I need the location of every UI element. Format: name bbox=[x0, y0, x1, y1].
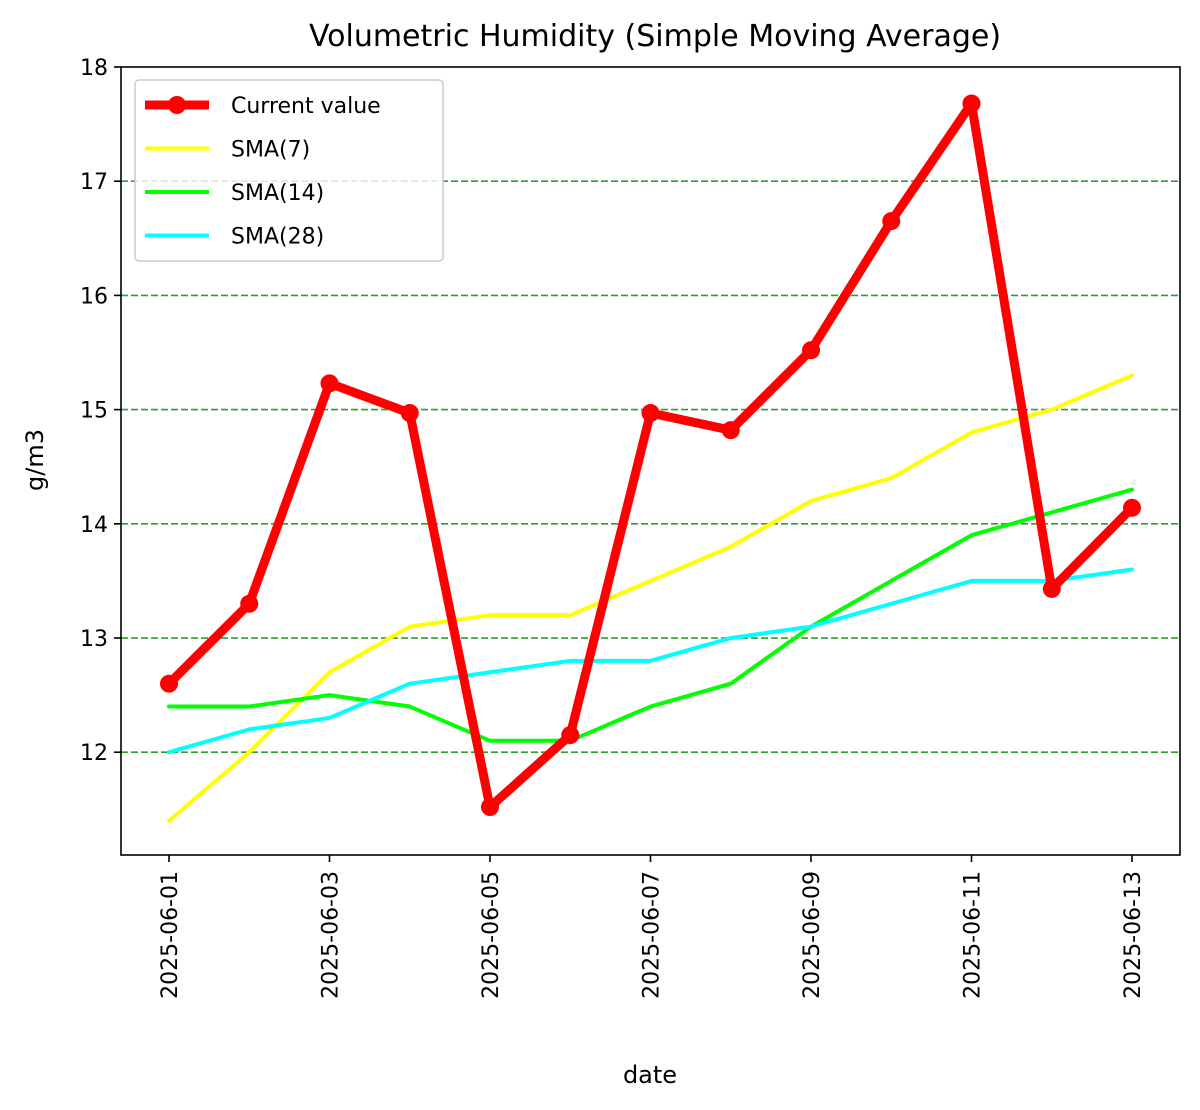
data-point bbox=[320, 374, 339, 393]
y-tick-label: 13 bbox=[80, 627, 108, 652]
x-tick-label: 2025-06-05 bbox=[479, 871, 504, 999]
data-point bbox=[1042, 579, 1061, 598]
data-point bbox=[641, 404, 660, 423]
chart-title: Volumetric Humidity (Simple Moving Avera… bbox=[309, 19, 1001, 54]
legend-label: SMA(7) bbox=[231, 138, 310, 163]
x-tick-label: 2025-06-01 bbox=[158, 871, 183, 999]
legend-label: Current value bbox=[231, 94, 381, 119]
plot-series bbox=[160, 94, 1141, 823]
series-line-SMA(7) bbox=[167, 373, 1134, 823]
grid-lines bbox=[121, 180, 1180, 754]
y-tick-label: 15 bbox=[80, 399, 108, 424]
data-point bbox=[882, 212, 901, 231]
legend-label: SMA(14) bbox=[231, 181, 324, 206]
data-point bbox=[561, 726, 580, 745]
x-tick-label: 2025-06-07 bbox=[640, 871, 665, 999]
data-point bbox=[721, 421, 740, 440]
y-tick-label: 14 bbox=[80, 513, 108, 538]
legend-box bbox=[134, 79, 444, 262]
y-tick-label: 12 bbox=[80, 741, 108, 766]
axes: 12 13 14 15 16 17 18 2025-06-01 2025-06-03 2025-0… bbox=[80, 56, 1146, 999]
y-axis-label: g/m3 bbox=[21, 429, 49, 491]
x-tick-label: 2025-06-09 bbox=[800, 871, 825, 999]
data-point bbox=[160, 674, 178, 693]
data-point bbox=[240, 594, 259, 613]
data-point bbox=[481, 798, 499, 817]
y-tick-label: 17 bbox=[80, 170, 108, 195]
x-tick-label: 2025-06-13 bbox=[1121, 871, 1146, 999]
legend: Current value SMA(7) SMA(14) SMA(28) bbox=[134, 79, 444, 262]
series-line-SMA(14) bbox=[167, 487, 1134, 743]
data-point bbox=[802, 341, 820, 360]
y-tick-label: 18 bbox=[80, 56, 108, 81]
y-tick-label: 16 bbox=[80, 284, 108, 309]
data-point bbox=[1123, 498, 1141, 517]
data-point bbox=[962, 94, 981, 113]
x-axis-label: date bbox=[623, 1061, 677, 1089]
series-line-SMA(28) bbox=[167, 567, 1134, 755]
x-tick-label: 2025-06-03 bbox=[319, 871, 344, 999]
x-tick-label: 2025-06-11 bbox=[961, 871, 986, 999]
legend-label: SMA(28) bbox=[231, 225, 324, 250]
data-point bbox=[400, 404, 419, 423]
legend-marker bbox=[168, 96, 186, 114]
